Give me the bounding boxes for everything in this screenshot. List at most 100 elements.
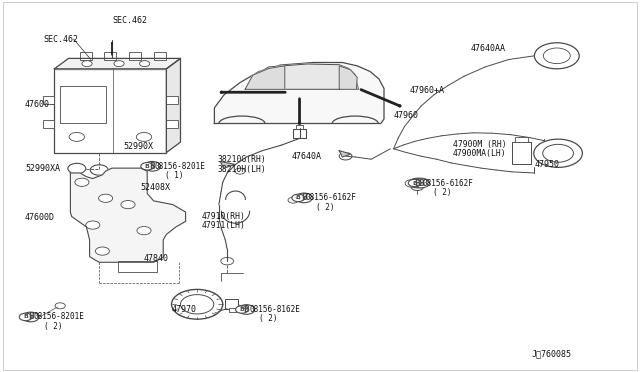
Text: ( 2): ( 2) <box>259 314 278 323</box>
Circle shape <box>409 178 426 188</box>
Bar <box>104 52 116 60</box>
Circle shape <box>288 197 298 203</box>
Circle shape <box>339 153 352 160</box>
Circle shape <box>172 289 223 319</box>
Text: ( 2): ( 2) <box>44 322 62 331</box>
Polygon shape <box>339 151 351 157</box>
Circle shape <box>235 168 245 174</box>
Bar <box>60 86 106 123</box>
Circle shape <box>238 305 255 314</box>
Text: 47960: 47960 <box>394 111 419 120</box>
Circle shape <box>236 306 248 313</box>
Circle shape <box>86 221 100 229</box>
Circle shape <box>221 257 234 265</box>
Text: 52990X: 52990X <box>124 142 154 151</box>
Text: 47910(RH): 47910(RH) <box>202 212 246 221</box>
Text: B: B <box>145 164 150 169</box>
Text: SEC.462: SEC.462 <box>112 16 147 25</box>
Polygon shape <box>220 161 235 168</box>
Text: 08156-6162F: 08156-6162F <box>422 179 473 187</box>
Circle shape <box>292 194 305 202</box>
Circle shape <box>121 201 135 209</box>
Circle shape <box>82 61 92 67</box>
Text: 52408X: 52408X <box>141 183 171 192</box>
Circle shape <box>408 179 421 187</box>
Circle shape <box>144 161 161 171</box>
Bar <box>293 129 306 138</box>
Bar <box>129 52 141 60</box>
Circle shape <box>534 139 582 167</box>
Circle shape <box>140 61 150 67</box>
Text: B: B <box>419 179 424 187</box>
Circle shape <box>91 182 108 192</box>
Circle shape <box>55 303 65 309</box>
Circle shape <box>68 163 86 174</box>
Circle shape <box>95 247 109 255</box>
Text: SEC.462: SEC.462 <box>44 35 79 44</box>
Text: 47600: 47600 <box>24 100 49 109</box>
Bar <box>512 142 531 164</box>
Circle shape <box>114 61 124 67</box>
Circle shape <box>534 43 579 69</box>
Text: ( 2): ( 2) <box>433 188 451 197</box>
Circle shape <box>75 178 89 186</box>
Bar <box>43 96 54 104</box>
Circle shape <box>180 295 214 314</box>
Circle shape <box>413 178 429 188</box>
Polygon shape <box>245 66 285 89</box>
Bar <box>225 299 238 309</box>
Text: 47960+A: 47960+A <box>410 86 445 95</box>
Text: 52990XA: 52990XA <box>26 164 61 173</box>
Polygon shape <box>54 58 180 69</box>
Bar <box>166 120 178 128</box>
Polygon shape <box>70 168 186 262</box>
Text: B: B <box>296 195 301 201</box>
Text: 47970: 47970 <box>172 305 196 314</box>
Circle shape <box>19 313 32 321</box>
Text: B: B <box>150 162 155 171</box>
Circle shape <box>69 132 84 141</box>
Polygon shape <box>246 64 358 89</box>
Bar <box>166 96 178 104</box>
Bar <box>80 52 92 60</box>
Polygon shape <box>166 58 180 153</box>
Text: 47900M (RH): 47900M (RH) <box>453 140 507 149</box>
Text: B: B <box>23 314 28 320</box>
Bar <box>43 120 54 128</box>
Circle shape <box>90 165 108 175</box>
Text: 47840: 47840 <box>144 254 169 263</box>
Text: 47600D: 47600D <box>24 213 54 222</box>
Circle shape <box>411 183 424 190</box>
Bar <box>515 137 528 142</box>
Text: 38210G(RH): 38210G(RH) <box>218 155 266 164</box>
Text: 47950: 47950 <box>534 160 559 169</box>
Text: B: B <box>28 312 33 321</box>
Text: 47911(LH): 47911(LH) <box>202 221 246 230</box>
Text: B: B <box>412 180 417 186</box>
Polygon shape <box>214 62 384 124</box>
Text: 47900MA(LH): 47900MA(LH) <box>453 149 507 158</box>
Text: 47640A: 47640A <box>291 153 321 161</box>
Bar <box>118 261 157 272</box>
Circle shape <box>136 132 152 141</box>
Text: 47640AA: 47640AA <box>470 44 506 53</box>
Circle shape <box>543 48 570 64</box>
Text: 08156-8162E: 08156-8162E <box>250 305 300 314</box>
Text: B: B <box>301 193 307 202</box>
Text: B: B <box>239 307 244 312</box>
Bar <box>229 308 236 312</box>
Text: 08156-8201E: 08156-8201E <box>155 162 205 171</box>
Bar <box>154 52 166 60</box>
Circle shape <box>95 185 104 190</box>
Circle shape <box>22 312 39 322</box>
Text: B: B <box>244 305 249 314</box>
Circle shape <box>296 193 312 203</box>
Text: 38210H(LH): 38210H(LH) <box>218 165 266 174</box>
Text: ( 1): ( 1) <box>165 171 184 180</box>
Circle shape <box>141 163 154 170</box>
Polygon shape <box>339 66 357 89</box>
Circle shape <box>137 227 151 235</box>
Bar <box>54 69 166 153</box>
Text: 08156-6162F: 08156-6162F <box>306 193 356 202</box>
Text: J：760085: J：760085 <box>531 350 571 359</box>
